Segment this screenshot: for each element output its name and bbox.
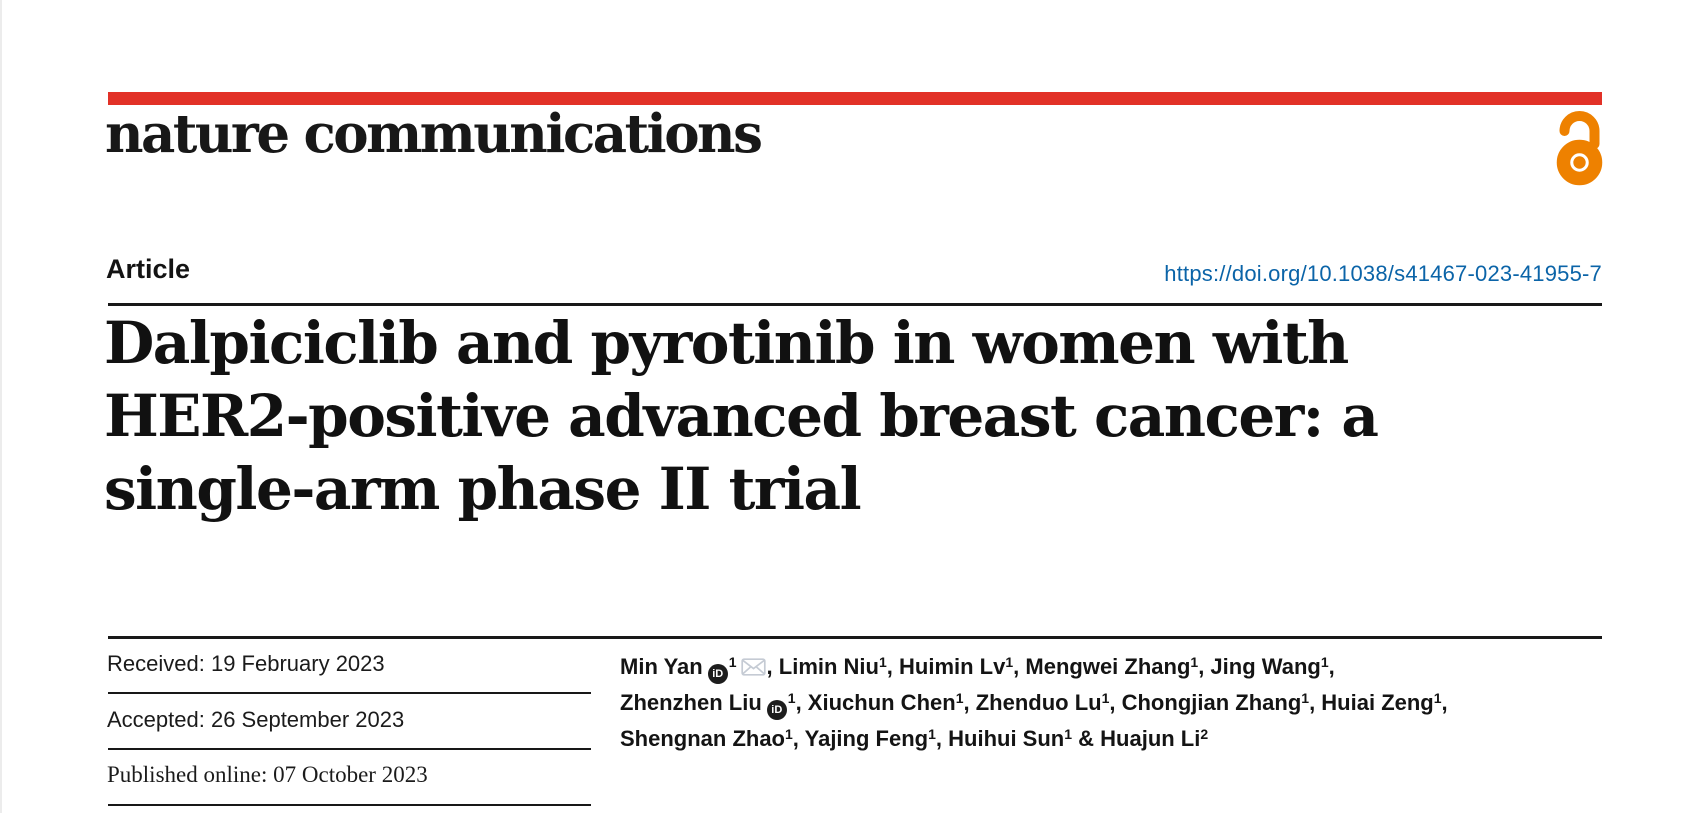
published-value: 07 October 2023 [273, 762, 428, 787]
affiliation-superscript: 1 [1190, 654, 1199, 670]
orcid-icon[interactable]: iD [766, 700, 787, 720]
affiliation-superscript: 1 [1433, 690, 1442, 706]
doi-link[interactable]: https://doi.org/10.1038/s41467-023-41955… [1164, 261, 1602, 286]
article-type-label: Article [106, 254, 191, 284]
affiliation-superscript: 1 [1301, 690, 1310, 706]
affiliation-superscript: 1 [785, 726, 793, 742]
affiliation-superscript: 1 [787, 690, 796, 706]
author-name: Limin Niu [778, 654, 879, 679]
dates-top-rule [108, 636, 1602, 639]
article-title-line: Dalpiciclib and pyrotinib in women with [104, 309, 1349, 377]
affiliation-superscript: 1 [1320, 654, 1329, 670]
journal-logo: nature communications [105, 103, 763, 165]
dates-rule [108, 692, 591, 694]
article-title: Dalpiciclib and pyrotinib in women with … [104, 307, 1379, 526]
received-label: Received: [107, 651, 205, 676]
author-name: Huiai Zeng [1321, 690, 1434, 715]
author-name: Chongjian Zhang [1121, 690, 1302, 715]
article-title-line: single-arm phase II trial [104, 455, 862, 523]
author-name: Mengwei Zhang [1025, 654, 1191, 679]
authors-block: Min Yan iD1, Limin Niu1, Huimin Lv1, Meng… [620, 649, 1550, 757]
author-name: Min Yan [620, 654, 703, 679]
brand-red-bar [108, 92, 1602, 105]
accepted-label: Accepted: [107, 707, 205, 732]
open-access-keyhole-dot [1573, 156, 1586, 169]
author-line: Zhenzhen Liu iD1, Xiuchun Chen1, Zhenduo … [620, 685, 1550, 721]
affiliation-superscript: 1 [1101, 690, 1110, 706]
open-access-icon[interactable] [1556, 106, 1603, 186]
received-date: Received: 19 February 2023 [107, 651, 385, 677]
author-name: Shengnan Zhao [620, 726, 785, 751]
affiliation-superscript: 2 [1200, 726, 1209, 742]
author-name: Zhenduo Lu [975, 690, 1102, 715]
accepted-value: 26 September 2023 [210, 707, 405, 732]
email-icon[interactable] [740, 658, 766, 676]
author-line: Min Yan iD1, Limin Niu1, Huimin Lv1, Meng… [620, 649, 1550, 685]
author-line: Shengnan Zhao1, Yajing Feng1, Huihui Sun… [620, 726, 1209, 751]
article-title-line: HER2-positive advanced breast cancer: a [104, 382, 1379, 450]
affiliation-superscript: 1 [955, 690, 964, 706]
author-name: Huajun Li [1100, 726, 1201, 751]
published-date: Published online: 07 October 2023 [107, 762, 428, 788]
accepted-date: Accepted: 26 September 2023 [107, 707, 404, 733]
orcid-icon[interactable]: iD [707, 664, 728, 684]
author-name: Huihui Sun [948, 726, 1065, 751]
author-name: Yajing Feng [804, 726, 929, 751]
author-name: Jing Wang [1210, 654, 1321, 679]
affiliation-superscript: 1 [928, 726, 936, 742]
author-name: Zhenzhen Liu [620, 690, 762, 715]
dates-rule [108, 804, 591, 806]
author-name: Huimin Lv [899, 654, 1006, 679]
received-value: 19 February 2023 [210, 651, 385, 676]
dates-rule [108, 748, 591, 750]
author-name: Xiuchun Chen [807, 690, 956, 715]
affiliation-superscript: 1 [728, 654, 737, 670]
affiliation-superscript: 1 [1064, 726, 1073, 742]
header-rule [108, 303, 1602, 306]
affiliation-superscript: 1 [878, 654, 887, 670]
page-left-edge [0, 0, 2, 813]
affiliation-superscript: 1 [1005, 654, 1014, 670]
published-label: Published online: [107, 762, 268, 787]
